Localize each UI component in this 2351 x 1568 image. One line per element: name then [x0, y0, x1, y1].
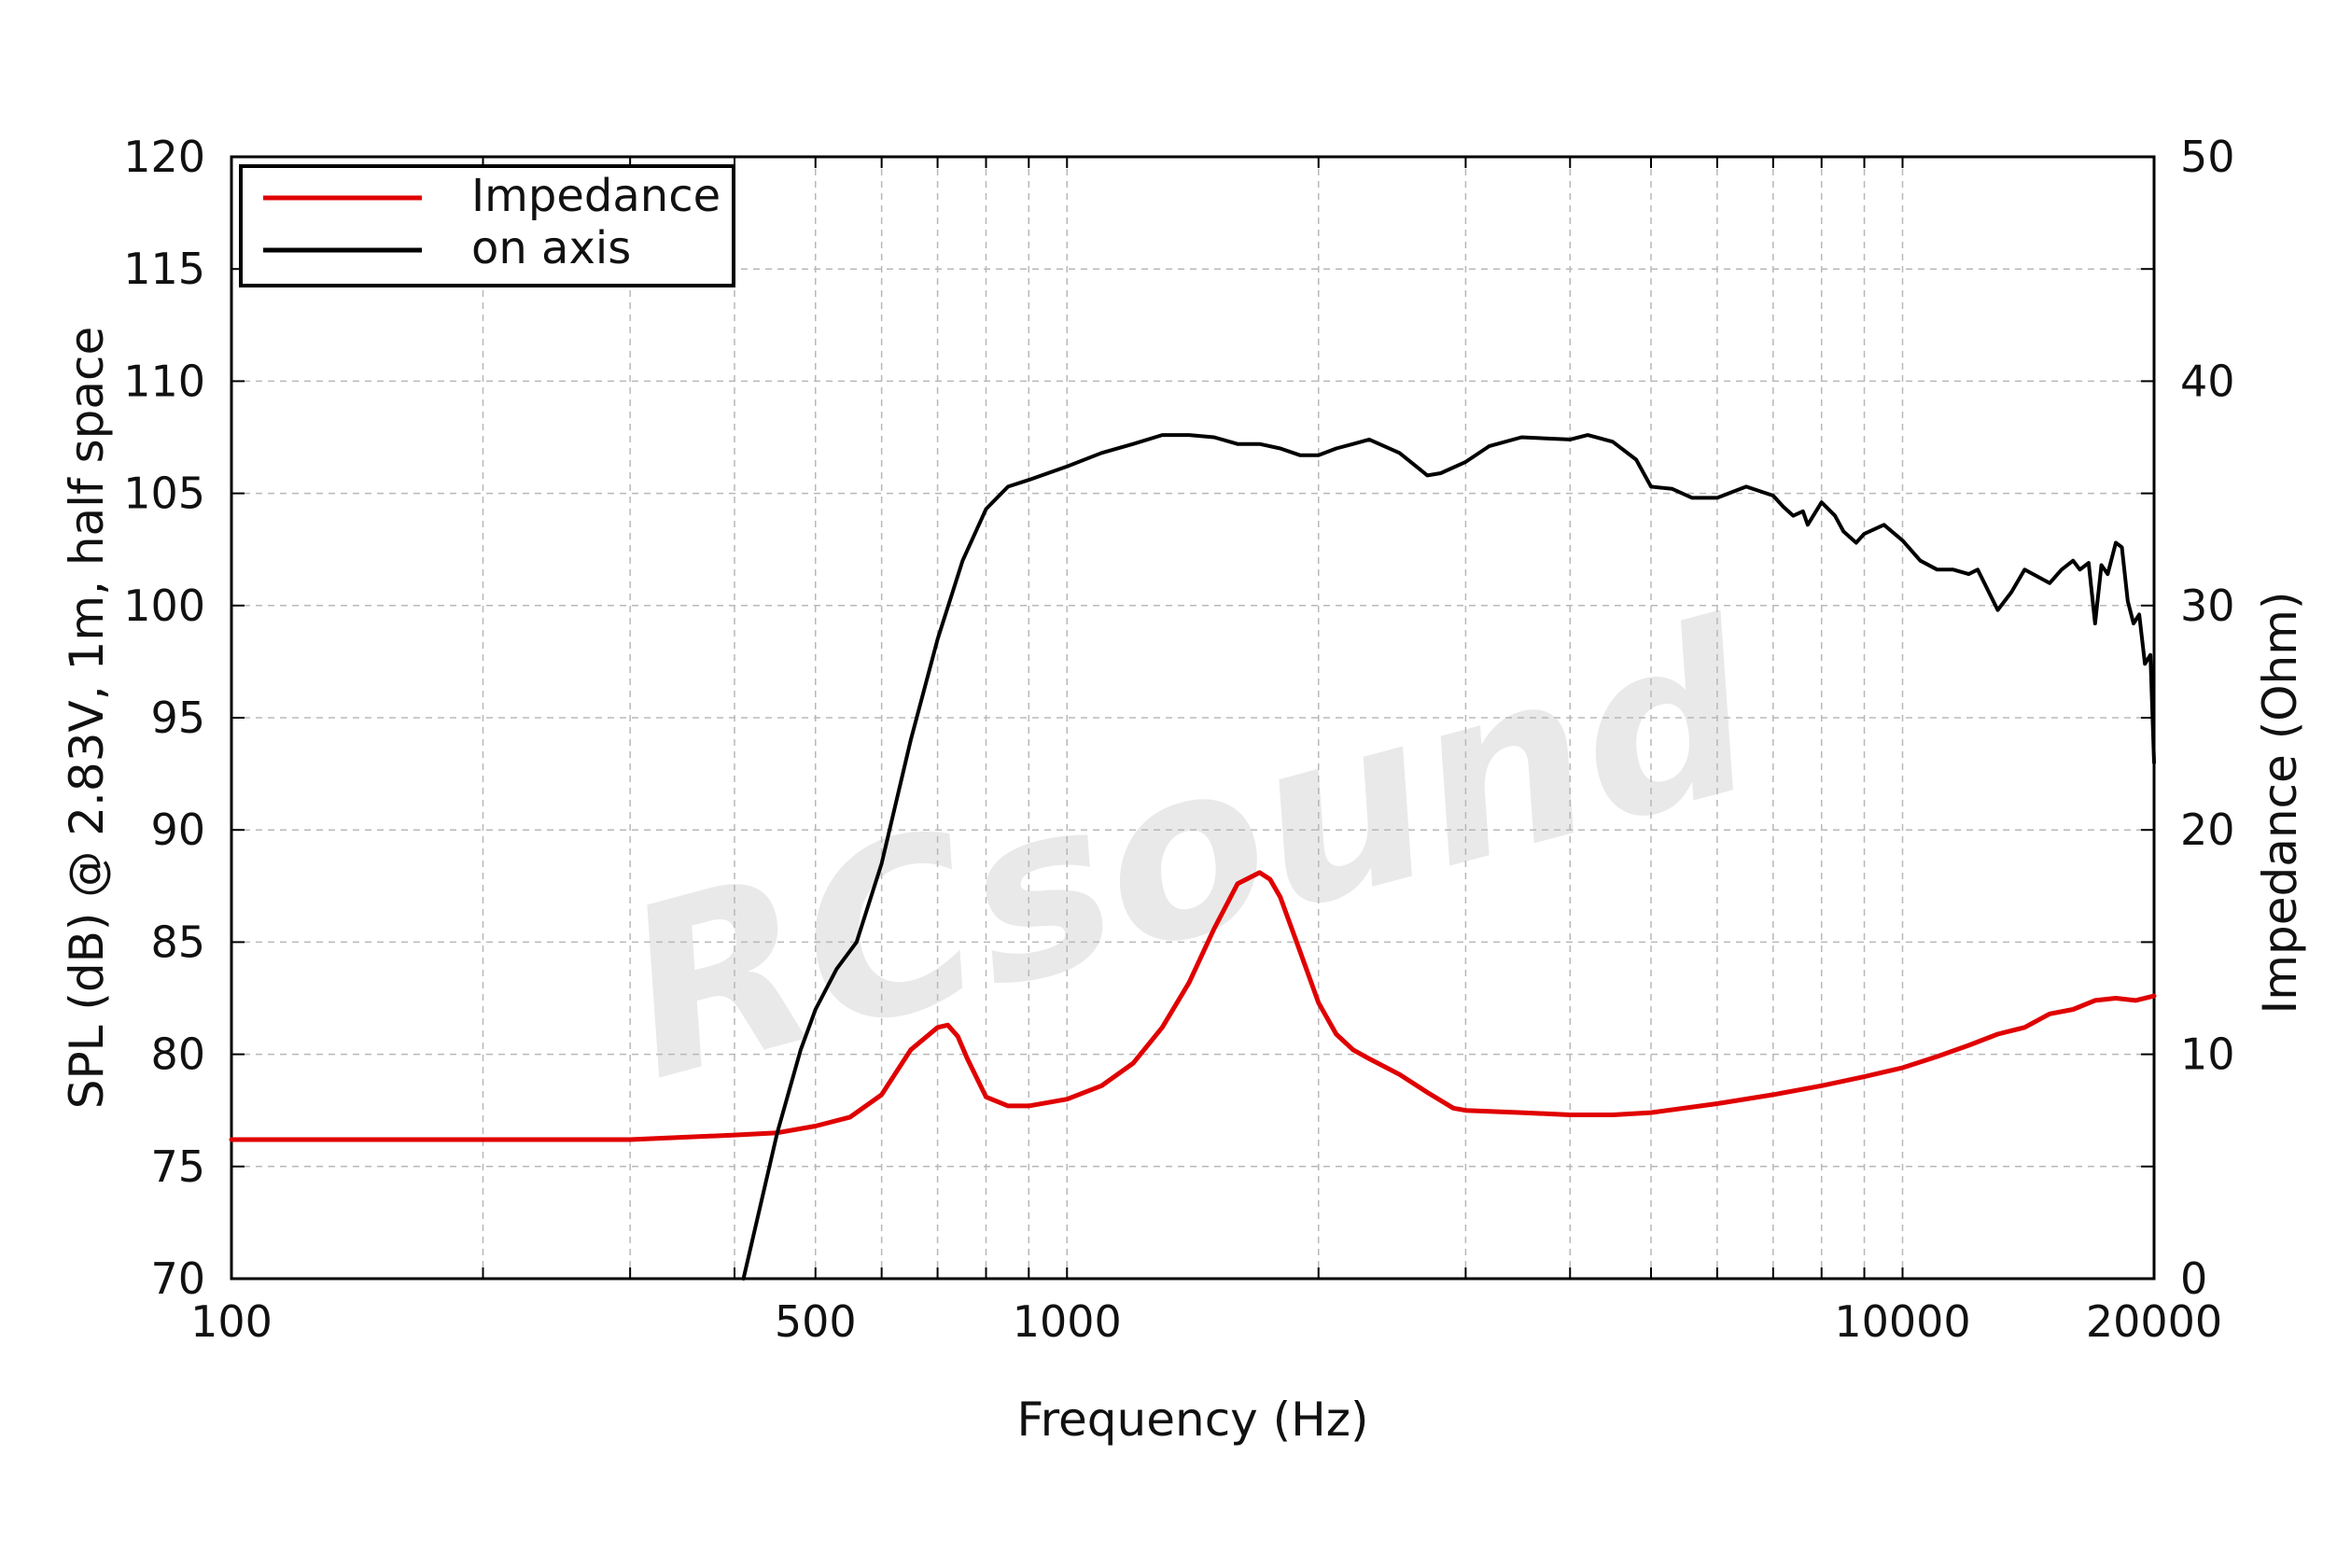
y-tick-label: 110 — [123, 356, 205, 406]
y2-tick-label: 40 — [2180, 356, 2235, 406]
y-tick-label: 120 — [123, 132, 205, 182]
grid — [231, 157, 2154, 1279]
watermark: RCsound — [598, 571, 1782, 1132]
y-tick-label: 70 — [150, 1253, 205, 1304]
tick-labels: 70 75 80 85 90 95 100 105 110 115 120 0 10 20 30 40 50 10… — [123, 132, 2234, 1347]
legend-label-impedance: Impedance — [471, 170, 721, 222]
legend-label-on-axis: on axis — [471, 222, 631, 274]
y-tick-label: 95 — [150, 693, 205, 743]
y2-tick-label: 30 — [2180, 581, 2235, 631]
y-tick-label: 85 — [150, 917, 205, 967]
ticks — [231, 156, 2154, 1280]
y-tick-label: 80 — [150, 1029, 205, 1080]
x-tick-label: 1000 — [1013, 1296, 1122, 1347]
x-axis-label: Frequency (Hz) — [1016, 1393, 1368, 1447]
y-tick-label: 90 — [150, 805, 205, 855]
x-tick-label: 500 — [775, 1296, 857, 1347]
y2-axis-label: Impedance (Ohm) — [2253, 592, 2307, 1015]
series — [229, 433, 2157, 1281]
x-tick-label: 100 — [190, 1296, 273, 1347]
y-tick-label: 115 — [123, 244, 205, 294]
y2-tick-label: 20 — [2180, 805, 2235, 855]
y2-tick-label: 10 — [2180, 1029, 2235, 1080]
legend-box — [239, 164, 735, 287]
series-line-impedance — [229, 870, 2157, 1142]
legend: Impedance on axis — [239, 164, 735, 287]
y-tick-label: 100 — [123, 581, 205, 631]
series-line-on-axis — [741, 433, 2156, 1281]
y2-tick-label: 0 — [2180, 1253, 2207, 1304]
x-tick-label: 20000 — [2086, 1296, 2222, 1347]
y-tick-label: 105 — [123, 469, 205, 519]
y2-tick-label: 50 — [2180, 132, 2235, 182]
y-tick-label: 75 — [150, 1141, 205, 1192]
x-tick-label: 10000 — [1834, 1296, 1970, 1347]
y-axis-label: SPL (dB) @ 2.83V, 1m, half space — [60, 327, 114, 1110]
